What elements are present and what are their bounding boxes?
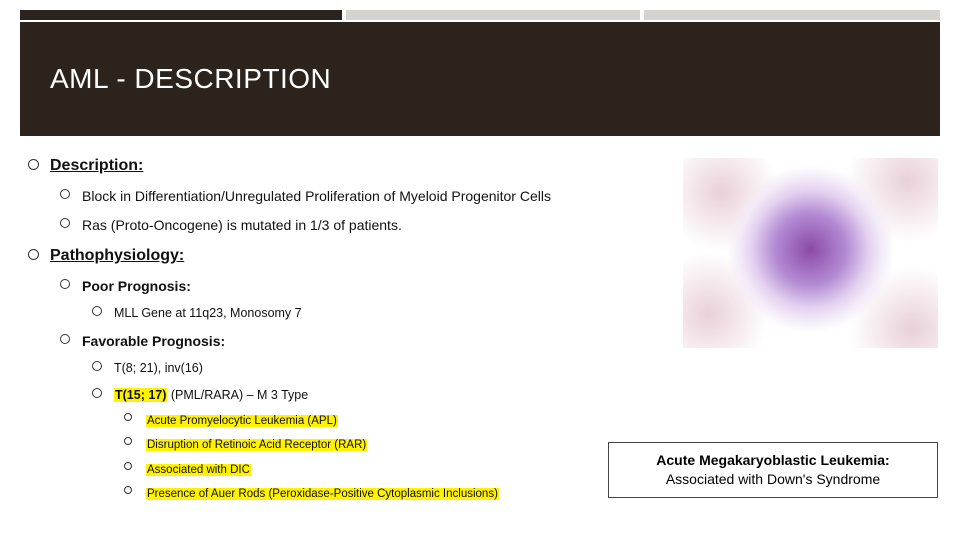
bullet-icon [60, 189, 70, 199]
bullet-icon [60, 218, 70, 228]
subsection-label: Poor Prognosis: [82, 278, 191, 294]
subsection-label: Favorable Prognosis: [82, 333, 225, 349]
bullet-icon [92, 361, 102, 371]
highlighted-text: Presence of Auer Rods (Peroxidase-Positi… [146, 488, 499, 500]
item-text: Ras (Proto-Oncogene) is mutated in 1/3 o… [82, 217, 402, 233]
bullet-icon [60, 279, 70, 289]
item-text: MLL Gene at 11q23, Monosomy 7 [114, 306, 302, 320]
band-segment-light [644, 10, 940, 20]
bullet-icon [124, 462, 132, 470]
slide-title: AML - DESCRIPTION [50, 63, 331, 95]
list-item: Acute Promyelocytic Leukemia (APL) [124, 411, 940, 430]
bullet-icon [124, 437, 132, 445]
bullet-icon [124, 486, 132, 494]
item-text-rest: (PML/RARA) – M 3 Type [167, 388, 308, 402]
item-text: T(8; 21), inv(16) [114, 361, 203, 375]
title-bar: AML - DESCRIPTION [20, 22, 940, 136]
bullet-icon [124, 413, 132, 421]
item-text: Block in Differentiation/Unregulated Pro… [82, 188, 551, 204]
callout-body: Associated with Down's Syndrome [619, 470, 927, 489]
bullet-icon [60, 334, 70, 344]
list-item: T(8; 21), inv(16) [92, 359, 940, 377]
callout-box: Acute Megakaryoblastic Leukemia: Associa… [608, 442, 938, 498]
bullet-icon [92, 388, 102, 398]
callout-title: Acute Megakaryoblastic Leukemia: [619, 451, 927, 470]
band-segment-light [346, 10, 640, 20]
highlighted-text: Disruption of Retinoic Acid Receptor (RA… [146, 439, 367, 451]
section-heading: Description: [50, 157, 143, 174]
myeloblast-microscopy-image [683, 158, 938, 348]
bullet-icon [92, 306, 102, 316]
band-segment-dark [20, 10, 342, 20]
highlighted-text: Acute Promyelocytic Leukemia (APL) [146, 415, 338, 427]
highlighted-text: Associated with DIC [146, 464, 251, 476]
bullet-icon [28, 249, 39, 260]
section-heading: Pathophysiology: [50, 247, 184, 264]
bullet-icon [28, 159, 39, 170]
header-accent-band [20, 10, 940, 20]
item-text: T(15; 17) (PML/RARA) – M 3 Type [114, 388, 308, 402]
highlighted-text: T(15; 17) [114, 388, 167, 402]
